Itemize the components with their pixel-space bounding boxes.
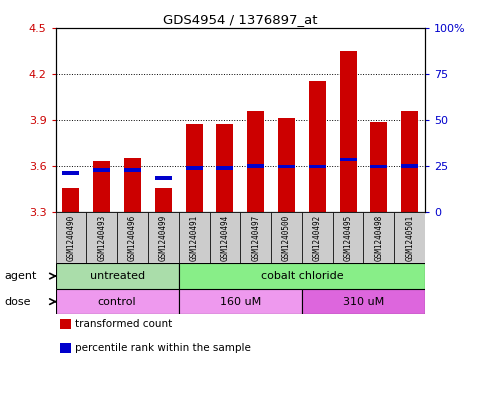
Bar [185, 124, 202, 212]
Bar [86, 212, 117, 263]
Text: GSM1240490: GSM1240490 [67, 215, 75, 261]
Text: GSM1240493: GSM1240493 [97, 215, 106, 261]
Text: GSM1240494: GSM1240494 [220, 215, 229, 261]
Text: 310 uM: 310 uM [343, 297, 384, 307]
Text: GSM1240491: GSM1240491 [190, 215, 199, 261]
Bar [179, 263, 425, 289]
Bar [56, 212, 86, 263]
Bar [370, 122, 387, 212]
Text: GSM1240500: GSM1240500 [282, 215, 291, 261]
Bar [93, 162, 110, 212]
Bar [179, 212, 210, 263]
Text: transformed count: transformed count [75, 319, 172, 329]
Bar [401, 110, 418, 212]
Text: GSM1240499: GSM1240499 [159, 215, 168, 261]
Bar [216, 166, 233, 170]
Text: GSM1240492: GSM1240492 [313, 215, 322, 261]
Text: cobalt chloride: cobalt chloride [260, 271, 343, 281]
Bar [56, 263, 179, 289]
Bar [309, 165, 326, 168]
Bar [364, 212, 394, 263]
Bar [62, 187, 79, 212]
Bar [278, 118, 295, 212]
Bar [333, 212, 364, 263]
Bar [155, 176, 172, 180]
Bar [124, 168, 141, 172]
Text: control: control [98, 297, 136, 307]
Bar [117, 212, 148, 263]
Bar [93, 168, 110, 172]
Text: 160 uM: 160 uM [220, 297, 261, 307]
Text: dose: dose [5, 297, 31, 307]
Bar [394, 212, 425, 263]
Text: untreated: untreated [89, 271, 145, 281]
Bar [302, 289, 425, 314]
Bar [148, 212, 179, 263]
Text: GSM1240496: GSM1240496 [128, 215, 137, 261]
Bar [302, 212, 333, 263]
Text: GSM1240495: GSM1240495 [343, 215, 353, 261]
Bar [124, 158, 141, 212]
Bar [247, 110, 264, 212]
Bar [179, 289, 302, 314]
Bar [216, 125, 233, 212]
Bar [340, 51, 356, 212]
Text: agent: agent [5, 271, 37, 281]
Bar [210, 212, 240, 263]
Bar [370, 165, 387, 168]
Text: percentile rank within the sample: percentile rank within the sample [75, 343, 251, 353]
Bar [62, 171, 79, 175]
Bar [56, 289, 179, 314]
Bar [247, 164, 264, 167]
Bar [155, 187, 172, 212]
Bar [309, 81, 326, 212]
Bar [340, 158, 356, 162]
Bar [271, 212, 302, 263]
Text: GSM1240498: GSM1240498 [374, 215, 384, 261]
Text: GSM1240497: GSM1240497 [251, 215, 260, 261]
Bar [401, 164, 418, 167]
Bar [185, 166, 202, 170]
Bar [278, 165, 295, 168]
Text: GSM1240501: GSM1240501 [405, 215, 414, 261]
Bar [240, 212, 271, 263]
Title: GDS4954 / 1376897_at: GDS4954 / 1376897_at [163, 13, 317, 26]
